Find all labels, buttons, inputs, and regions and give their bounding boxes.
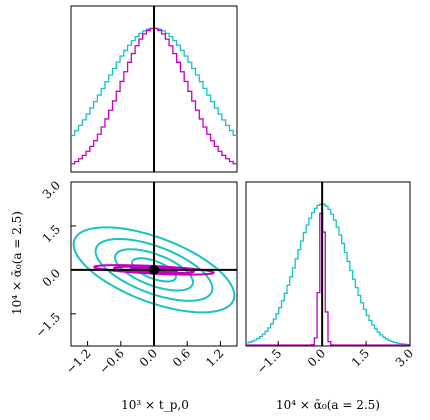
panel-joint: −1.2 −0.6 0.0 0.6 1.2 3.0 1.5 0.0 −1.5 (33, 178, 237, 377)
joint-x-tick-label: 0.6 (170, 346, 193, 369)
panel-right-frame (245, 181, 411, 347)
right-x-tick-label: 1.5 (349, 346, 372, 369)
right-x-tick-label: 3.0 (393, 346, 416, 369)
panel-top (71, 6, 237, 172)
joint-contour-narrow-2 (93, 264, 215, 276)
joint-x-tick-label: −1.2 (63, 346, 94, 377)
joint-contour-narrow-1 (113, 265, 195, 275)
joint-y-tick-label: 1.5 (40, 222, 63, 245)
joint-contour-wide-3 (72, 226, 236, 314)
joint-contour-wide-1 (114, 248, 194, 292)
joint-y-axis-label: 10⁴ × ᾱ₀(a = 2.5) (10, 211, 24, 315)
right-x-axis-label: 10⁴ × ᾱ₀(a = 2.5) (276, 398, 380, 412)
panel-right: −1.5 0.0 1.5 3.0 (246, 182, 416, 377)
joint-x-tick-label: −0.6 (96, 346, 127, 377)
joint-contour-wide-2 (94, 237, 214, 302)
joint-x-axis-label: 10³ × t_p,0 (121, 398, 189, 412)
right-x-tick-label: −1.5 (254, 346, 285, 377)
right-x-tick-label: 0.0 (305, 346, 328, 369)
joint-y-tick-label: 3.0 (40, 178, 63, 201)
joint-y-tick-label: −1.5 (33, 310, 64, 341)
joint-y-tick-label: 0.0 (40, 266, 63, 289)
joint-truth-marker (149, 264, 159, 275)
joint-x-tick-label: 0.0 (137, 346, 160, 369)
joint-x-tick-label: 1.2 (203, 346, 226, 369)
right-hist-wide (246, 203, 410, 346)
